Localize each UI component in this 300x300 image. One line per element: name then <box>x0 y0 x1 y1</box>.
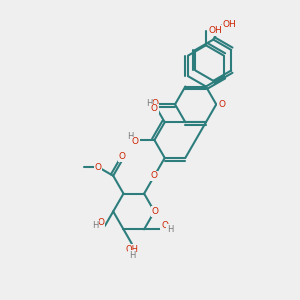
Text: H: H <box>92 221 98 230</box>
Text: O: O <box>151 99 158 108</box>
Text: H: H <box>146 99 152 108</box>
Text: H: H <box>167 225 173 234</box>
Text: H: H <box>127 132 133 141</box>
Text: O: O <box>132 137 139 146</box>
Text: O: O <box>152 207 158 216</box>
Text: OH: OH <box>208 26 222 35</box>
Text: O: O <box>161 221 168 230</box>
Text: OH: OH <box>126 245 139 254</box>
Text: O: O <box>118 152 125 161</box>
Text: O: O <box>94 163 101 172</box>
Text: OH: OH <box>223 20 236 28</box>
Text: H: H <box>129 250 135 260</box>
Text: O: O <box>218 100 225 109</box>
Text: O: O <box>151 104 158 113</box>
Text: O: O <box>150 171 157 180</box>
Text: O: O <box>98 218 104 227</box>
